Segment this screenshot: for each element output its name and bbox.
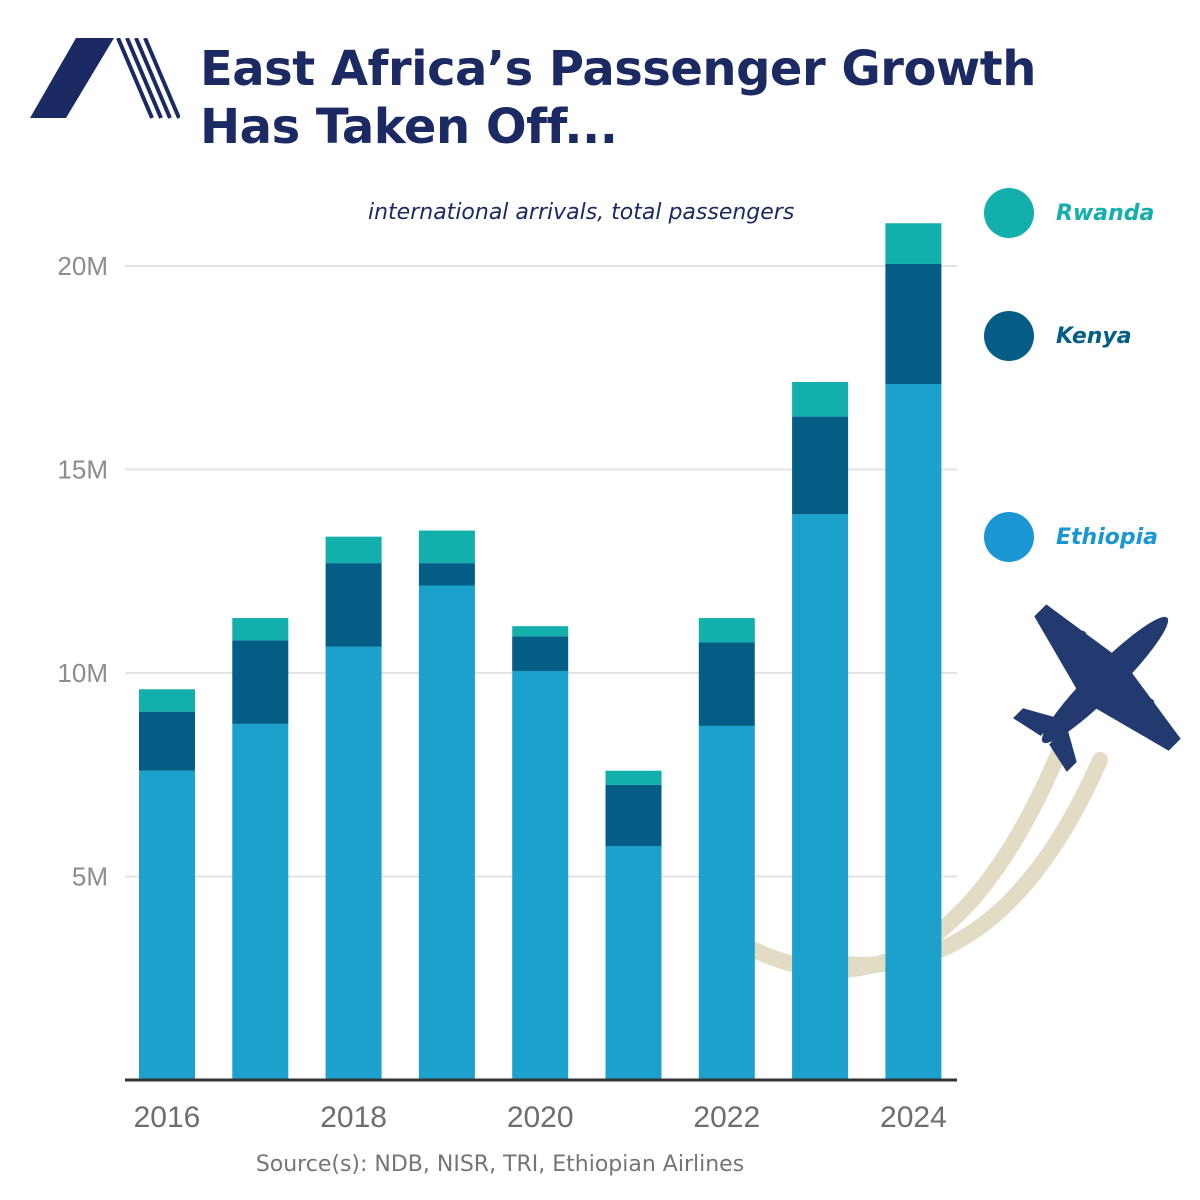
bar-ethiopia [418,585,475,1080]
bar-ethiopia [605,845,662,1080]
bar-ethiopia [512,670,569,1080]
bar-kenya [605,784,662,846]
bar-rwanda [418,530,475,564]
bar-ethiopia [232,723,289,1080]
bar-kenya [885,263,942,385]
bar-ethiopia [885,384,942,1080]
bar-rwanda [512,626,569,637]
airline-logo-icon [30,38,180,119]
bar-series [139,223,942,1080]
x-tick-label: 2020 [507,1101,574,1134]
bar-rwanda [232,618,289,641]
x-tick-label: 2024 [880,1101,947,1134]
legend-label-kenya: Kenya [1056,323,1132,349]
legend-swatch-rwanda [984,188,1034,238]
bar-rwanda [698,618,755,643]
y-tick-label: 20M [57,251,108,281]
legend-swatch-kenya [984,311,1034,361]
airplane-icon [1013,604,1181,772]
title-line-2: Has Taken Off... [200,99,618,155]
chart-subtitle: international arrivals, total passengers [368,200,795,225]
bar-ethiopia [698,725,755,1080]
bar-kenya [232,640,289,724]
y-axis-ticks: 5M 10M 15M 20M [57,251,108,892]
bar-rwanda [605,770,662,785]
legend-item-ethiopia: Ethiopia [984,512,1158,562]
bar-rwanda [325,536,382,564]
y-tick-label: 15M [57,455,108,485]
source-note: Source(s): NDB, NISR, TRI, Ethiopian Air… [255,1152,745,1177]
bar-rwanda [139,689,195,712]
bar-kenya [698,642,755,726]
x-tick-label: 2016 [134,1101,201,1134]
y-tick-label: 5M [72,862,108,892]
chart-title: East Africa’s Passenger Growth Has Taken… [200,40,1036,156]
legend-item-kenya: Kenya [984,311,1132,361]
bar-kenya [418,563,475,586]
bar-kenya [792,416,849,515]
legend-label-rwanda: Rwanda [1056,200,1155,226]
legend-swatch-ethiopia [984,512,1034,562]
bar-kenya [512,636,569,671]
y-tick-label: 10M [57,658,108,688]
legend-label-ethiopia: Ethiopia [1056,524,1158,550]
bar-ethiopia [792,514,849,1080]
x-axis-ticks: 2016 2018 2020 2022 2024 [134,1101,947,1134]
title-line-1: East Africa’s Passenger Growth [200,41,1036,97]
legend-item-rwanda: Rwanda [984,188,1154,238]
bar-kenya [139,711,195,771]
contrail-2 [792,752,1108,973]
bar-rwanda [792,381,849,417]
bar-ethiopia [325,646,382,1080]
bar-kenya [325,563,382,647]
bar-rwanda [885,223,942,264]
bar-ethiopia [139,770,195,1080]
x-tick-label: 2018 [320,1101,387,1134]
x-tick-label: 2022 [693,1101,760,1134]
